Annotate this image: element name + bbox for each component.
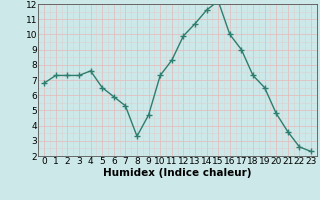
X-axis label: Humidex (Indice chaleur): Humidex (Indice chaleur) xyxy=(103,168,252,178)
